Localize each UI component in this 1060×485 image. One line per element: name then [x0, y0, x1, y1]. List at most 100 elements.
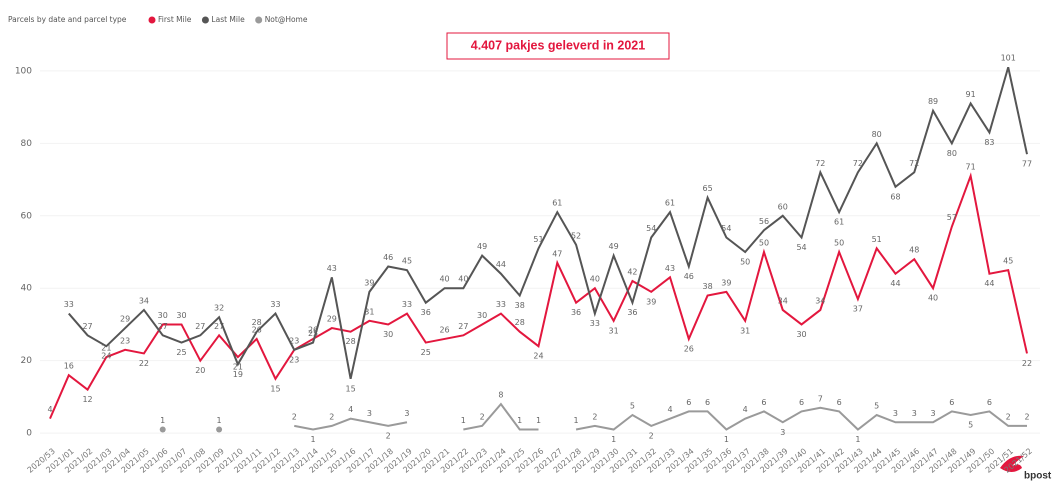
- data-label: 1: [855, 435, 860, 444]
- data-label: 44: [984, 279, 994, 288]
- data-label: 40: [928, 294, 938, 303]
- legend-label: First Mile: [158, 15, 192, 24]
- data-label: 23: [289, 355, 299, 364]
- data-label: 61: [834, 218, 844, 227]
- data-label: 51: [872, 235, 882, 244]
- data-label: 2: [649, 431, 654, 440]
- data-label: 80: [947, 149, 957, 158]
- y-tick-label: 40: [21, 284, 33, 294]
- data-label: 25: [308, 329, 318, 338]
- data-label: 6: [799, 398, 804, 407]
- data-label: 68: [890, 192, 900, 201]
- data-label: 42: [627, 267, 637, 276]
- data-label: 40: [439, 275, 449, 284]
- data-label: 34: [139, 296, 149, 305]
- line: [575, 406, 1027, 431]
- data-label: 101: [1001, 54, 1016, 63]
- annotation-box: [446, 32, 670, 60]
- data-label: 2: [386, 431, 391, 440]
- data-label: 45: [402, 257, 412, 266]
- data-label: 6: [686, 398, 691, 407]
- data-label: 43: [327, 264, 337, 273]
- annotation: 4.407 pakjes geleverd in 2021: [471, 38, 645, 52]
- y-tick-label: 0: [26, 429, 32, 439]
- data-label: 15: [346, 384, 356, 393]
- data-label: 24: [533, 352, 543, 361]
- line: [68, 66, 1028, 380]
- data-label: 25: [421, 348, 431, 357]
- data-label: 30: [383, 330, 393, 339]
- data-label: 1: [611, 435, 616, 444]
- data-label: 39: [364, 278, 374, 287]
- data-label: 6: [987, 398, 992, 407]
- data-label: 27: [158, 322, 168, 331]
- data-label: 33: [496, 300, 506, 309]
- data-label: 26: [252, 325, 262, 334]
- data-label: 60: [778, 202, 788, 211]
- data-label: 3: [931, 409, 936, 418]
- data-label: 23: [289, 336, 299, 345]
- data-label: 3: [404, 409, 409, 418]
- data-label: 36: [571, 308, 581, 317]
- data-label: 30: [796, 330, 806, 339]
- logo: bpost: [1024, 471, 1052, 482]
- data-label: 26: [684, 344, 694, 353]
- data-label: 24: [101, 352, 111, 361]
- data-label: 20: [195, 366, 205, 375]
- data-label: 48: [909, 246, 919, 255]
- data-label: 56: [759, 217, 769, 226]
- data-label: 2: [292, 412, 297, 421]
- data-label: 44: [890, 279, 900, 288]
- y-tick-label: 60: [21, 211, 33, 221]
- data-label: 2: [1006, 412, 1011, 421]
- data-label: 21: [233, 363, 243, 372]
- data-label: 23: [120, 336, 130, 345]
- data-label: 38: [703, 282, 713, 291]
- data-label: 37: [853, 305, 863, 314]
- data-label: 30: [477, 311, 487, 320]
- data-label: 6: [837, 398, 842, 407]
- legend-marker: [148, 16, 156, 24]
- data-label: 4: [348, 405, 353, 414]
- data-label: 27: [214, 322, 224, 331]
- legend-label: Last Mile: [211, 15, 245, 24]
- data-label: 33: [64, 300, 74, 309]
- data-label: 54: [646, 224, 656, 233]
- data-label: 21: [101, 344, 111, 353]
- data-label: 5: [630, 402, 635, 411]
- data-label: 2: [329, 412, 334, 421]
- data-label: 33: [270, 300, 280, 309]
- data-label: 19: [233, 370, 243, 379]
- data-label: 27: [195, 322, 205, 331]
- line: [49, 172, 1028, 420]
- data-label: 71: [966, 162, 976, 171]
- data-label: 47: [552, 249, 562, 258]
- data-label: 36: [421, 308, 431, 317]
- data-label: 44: [496, 260, 506, 269]
- data-label: 3: [367, 409, 372, 418]
- data-label: 72: [909, 159, 919, 168]
- data-label: 1: [574, 416, 579, 425]
- data-label: 4: [667, 405, 672, 414]
- data-label: 38: [515, 301, 525, 310]
- data-label: 26: [439, 325, 449, 334]
- y-tick-label: 20: [21, 356, 33, 366]
- data-label: 72: [853, 159, 863, 168]
- legend-marker: [255, 16, 263, 24]
- data-label: 4: [47, 405, 52, 414]
- logo-icon: [1000, 455, 1024, 472]
- line: [463, 402, 539, 431]
- data-label: 30: [158, 311, 168, 320]
- data-label: 34: [778, 296, 788, 305]
- data-label: 46: [684, 272, 694, 281]
- data-label: 72: [815, 159, 825, 168]
- data-label: 46: [383, 253, 393, 262]
- data-label: 8: [498, 391, 503, 400]
- data-label: 50: [834, 239, 844, 248]
- data-label: 54: [796, 243, 806, 252]
- data-label: 36: [627, 308, 637, 317]
- data-label: 6: [761, 398, 766, 407]
- data-label: 25: [176, 348, 186, 357]
- legend-marker: [201, 16, 209, 24]
